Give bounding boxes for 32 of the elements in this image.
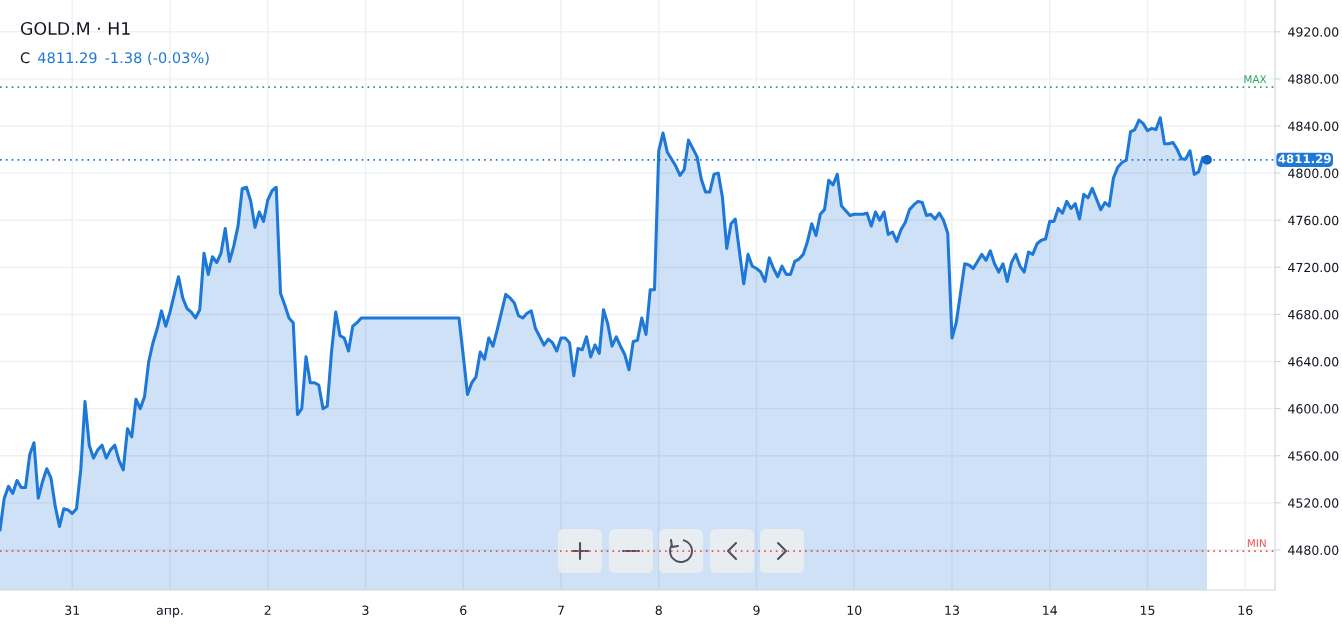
- ref-line-label: MIN: [1247, 539, 1266, 547]
- y-tick-label: 4480.00: [1288, 545, 1339, 555]
- x-tick-label: 16: [1238, 605, 1253, 615]
- annotation: -1.38 (-0.03%): [105, 51, 209, 65]
- x-tick-label: 31: [65, 605, 80, 615]
- x-tick-label: 8: [655, 605, 662, 615]
- y-tick-label: 4560.00: [1288, 451, 1339, 461]
- y-tick-label: 4840.00: [1288, 121, 1339, 131]
- y-tick-label: 4800.00: [1288, 168, 1339, 179]
- x-tick-label: апр.: [156, 607, 183, 618]
- x-tick-label: 7: [558, 605, 564, 615]
- ref-line-label: MAX: [1244, 75, 1267, 83]
- y-tick-label: 4920.00: [1288, 27, 1339, 37]
- x-tick-label: 2: [264, 605, 271, 615]
- y-tick-label: 4640.00: [1288, 357, 1339, 367]
- y-tick-label: 4680.00: [1288, 309, 1339, 320]
- ref-line-label: 4811.29: [1278, 154, 1331, 164]
- x-tick-label: 3: [362, 605, 369, 615]
- x-tick-label: 10: [847, 605, 862, 615]
- y-tick-label: 4520.00: [1288, 498, 1339, 508]
- y-tick-label: 4600.00: [1288, 404, 1339, 414]
- x-tick-label: 9: [753, 605, 760, 615]
- annotation: 4811.29: [37, 52, 97, 64]
- y-tick-label: 4760.00: [1288, 215, 1339, 226]
- annotation: C: [20, 52, 30, 64]
- x-tick-label: 15: [1140, 605, 1155, 615]
- x-tick-label: 6: [460, 605, 467, 615]
- x-tick-label: 14: [1043, 605, 1057, 615]
- y-tick-label: 4880.00: [1288, 74, 1339, 84]
- text: GOLD.M · H1: [20, 21, 130, 36]
- x-tick-label: 13: [945, 605, 959, 615]
- y-tick-label: 4720.00: [1288, 262, 1339, 273]
